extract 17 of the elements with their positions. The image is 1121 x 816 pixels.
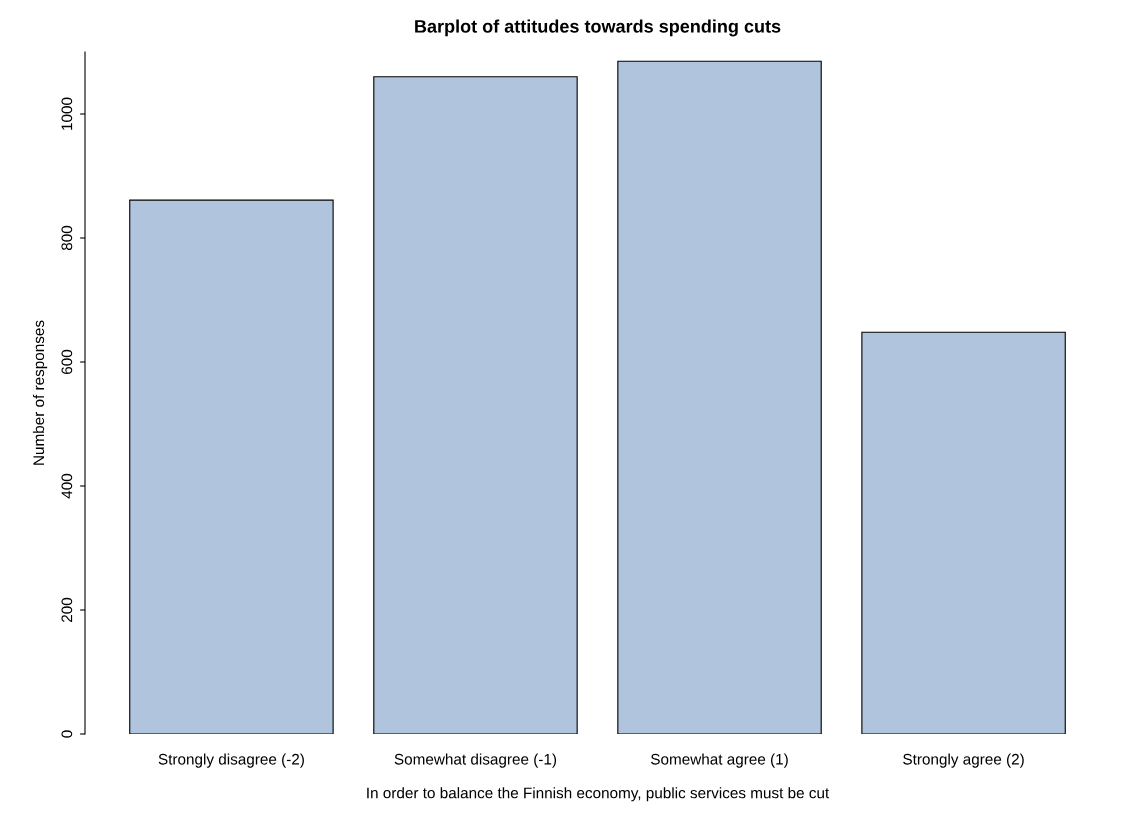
bar <box>373 76 578 734</box>
y-tick-label: 600 <box>61 349 73 374</box>
x-tick-label: Strongly agree (2) <box>903 753 1024 768</box>
x-tick-label: Strongly disagree (-2) <box>158 753 304 768</box>
y-tick-label: 0 <box>61 730 73 738</box>
x-tick-label: Somewhat agree (1) <box>651 753 788 768</box>
y-tick-label: 1000 <box>61 97 73 130</box>
y-tick-label: 400 <box>61 473 73 499</box>
y-tick-label: 200 <box>61 597 73 622</box>
bar <box>129 199 334 734</box>
x-tick-label: Somewhat disagree (-1) <box>394 753 557 768</box>
y-tick-label: 800 <box>61 225 73 251</box>
chart-title: Barplot of attitudes towards spending cuts <box>415 19 781 37</box>
x-axis-title: In order to balance the Finnish economy, public services must be cut <box>367 787 830 802</box>
bar <box>861 331 1066 734</box>
y-axis-title: Number of responses <box>32 320 48 465</box>
bar <box>617 60 822 734</box>
